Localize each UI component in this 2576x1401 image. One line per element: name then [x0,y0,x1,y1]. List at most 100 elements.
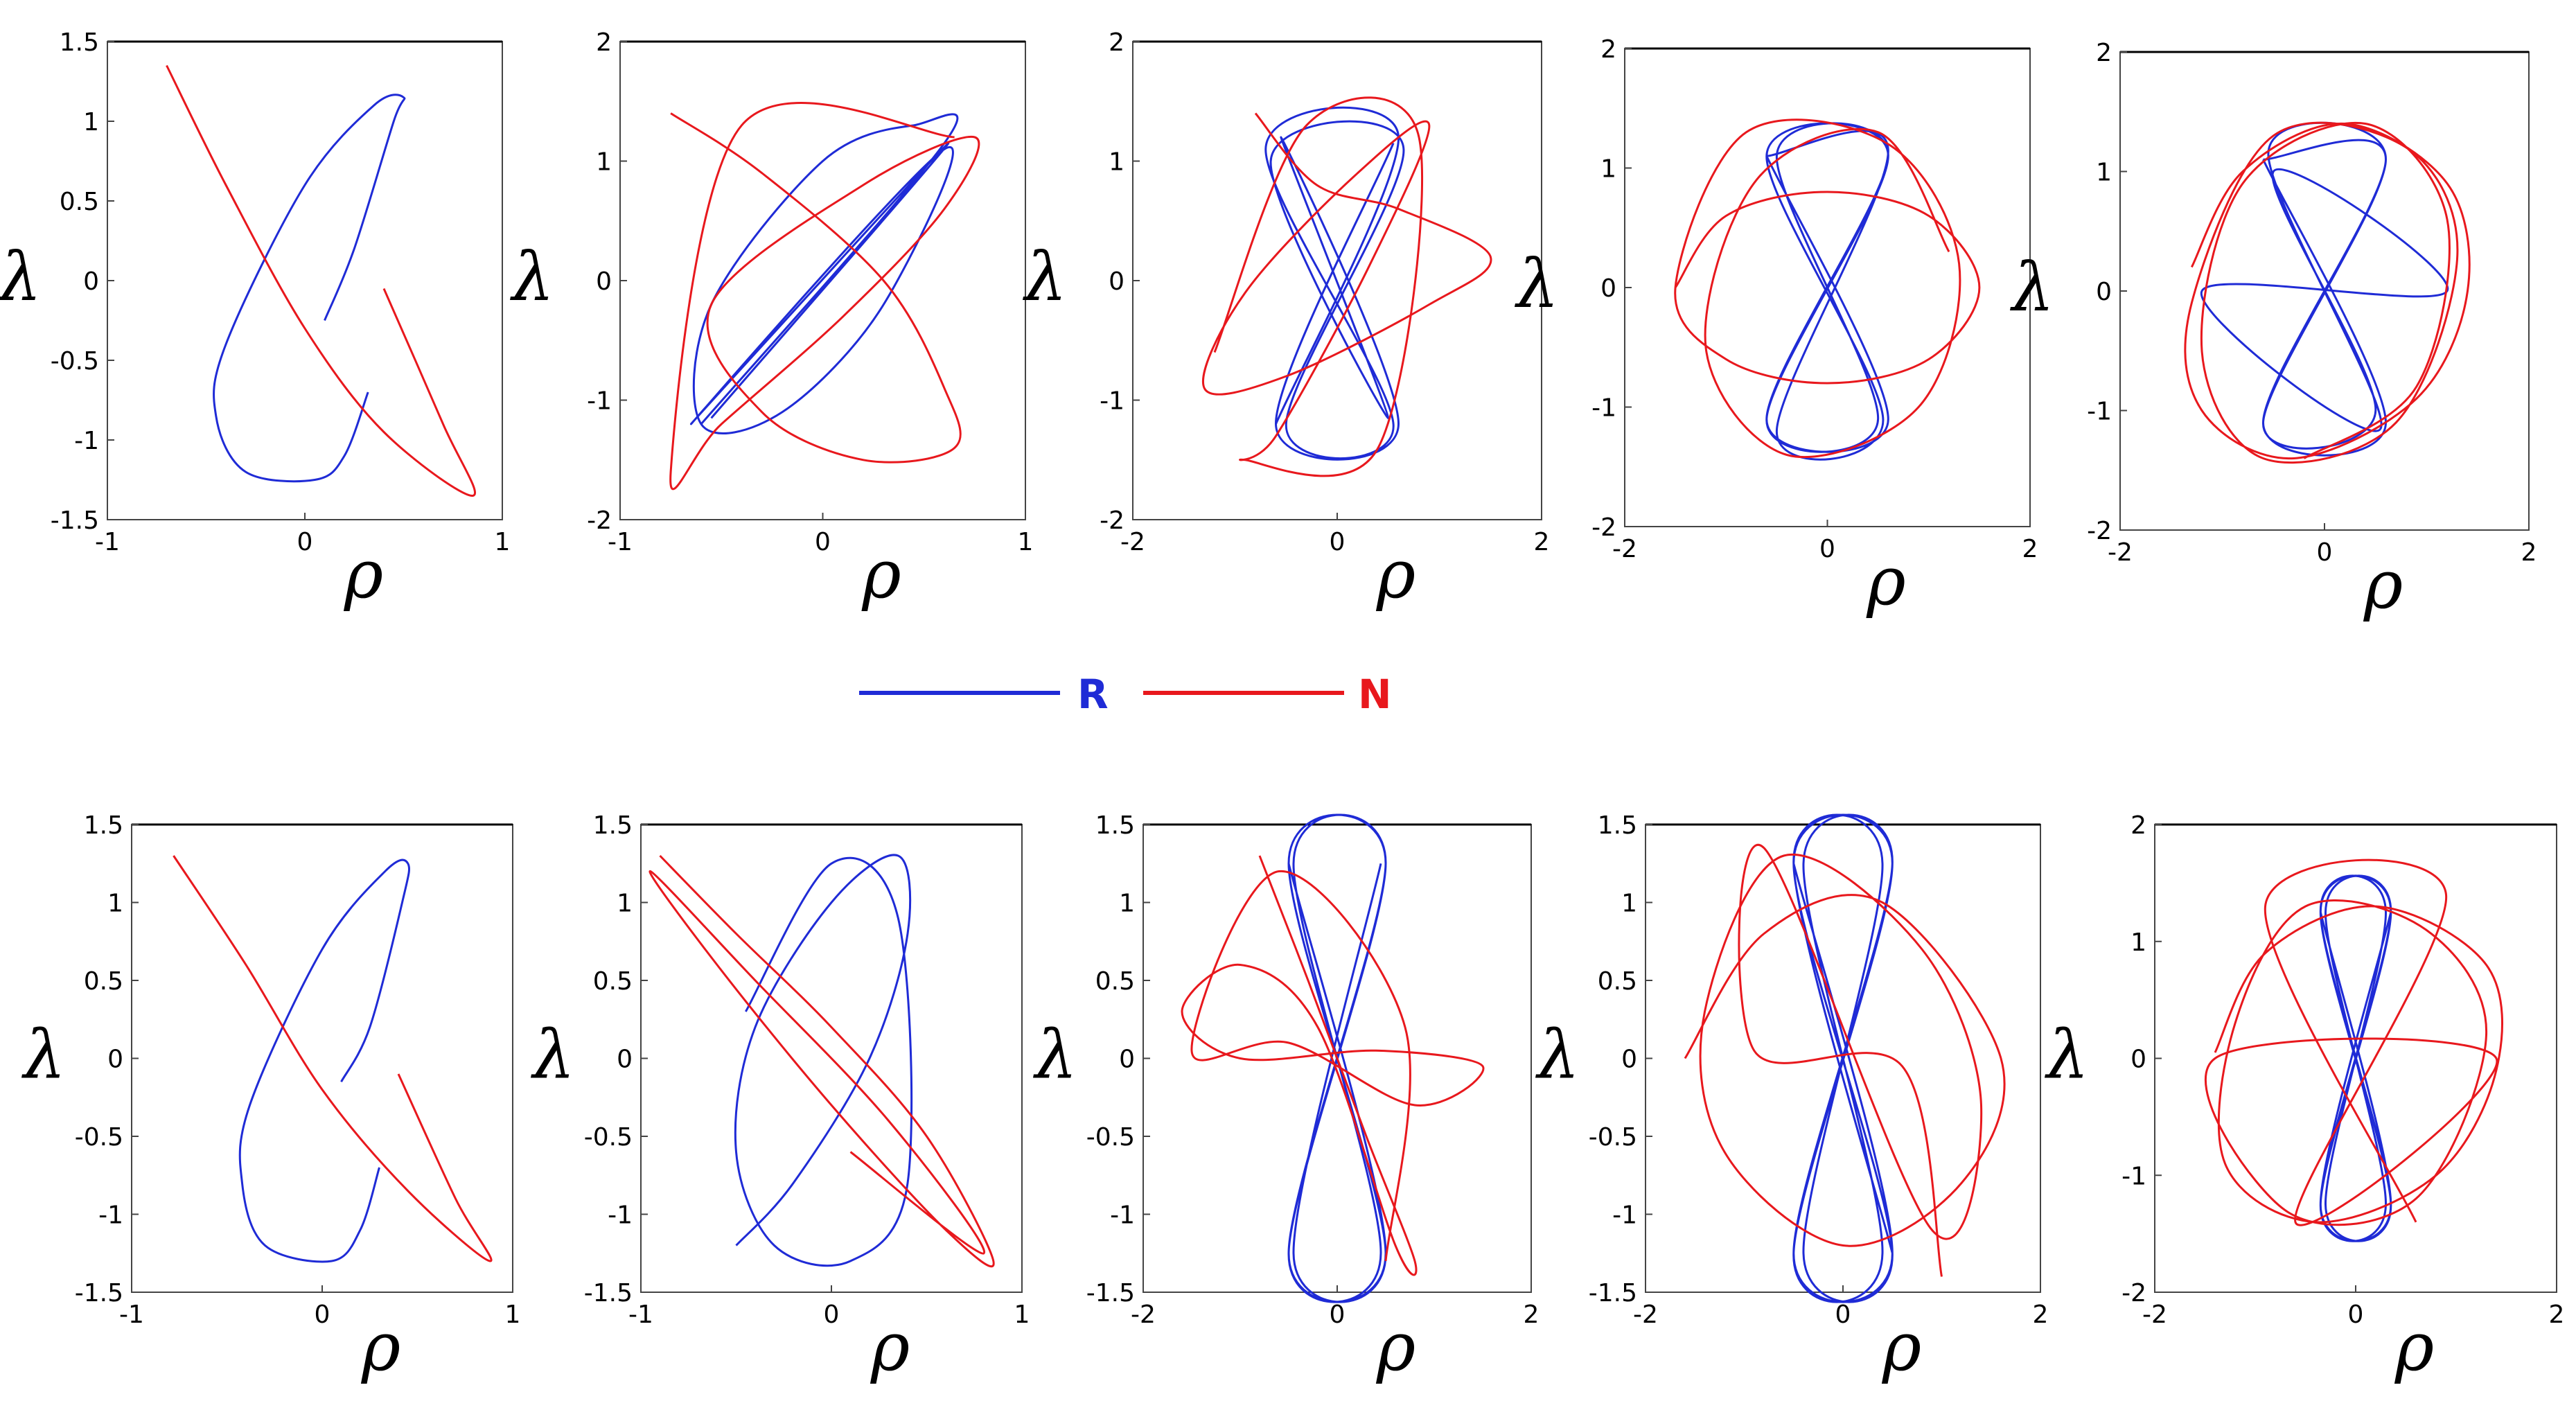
x-axis-label: ρ [870,1308,910,1386]
series-R-curve [238,858,411,1263]
x-axis-label: ρ [1376,1308,1415,1386]
y-tick-label: 0 [1119,1046,1135,1074]
y-axis-label: λ [509,238,554,316]
x-tick-label: -1 [95,528,120,556]
x-axis-label: ρ [861,536,901,613]
y-tick-label: 0 [107,1046,123,1074]
x-tick-label: 2 [2521,538,2537,567]
y-tick-label: -1 [608,1201,633,1230]
y-tick-label: 1.5 [593,811,633,840]
y-tick-label: 2 [1600,35,1616,64]
x-tick-label: -1 [608,528,633,556]
y-tick-label: -2 [1100,506,1124,535]
x-tick-label: 0 [824,1301,840,1329]
panel-top-4: -2 0 2 2 1 0 -1 -2 ρ λ [1514,35,2038,620]
y-tick-label: 0.5 [60,188,99,216]
x-tick-label: 0 [1330,528,1346,556]
x-tick-label: 2 [1534,528,1550,556]
series-N-curve [669,101,980,491]
y-tick-label: 1.5 [1095,811,1135,840]
y-tick-label: -1 [587,387,612,416]
y-tick-label: 0 [596,267,612,296]
x-tick-label: -2 [2142,1301,2167,1329]
y-axis-label: λ [1514,245,1559,323]
y-tick-label: -0.5 [584,1123,633,1152]
y-tick-label: 1 [1621,890,1637,918]
y-tick-label: 1 [83,108,99,136]
y-tick-label: 1 [107,890,123,918]
y-tick-label: -2 [2121,1279,2146,1307]
y-tick-label: -1.5 [51,506,99,535]
x-tick-label: 0 [2348,1301,2364,1329]
y-tick-label: 0 [2131,1046,2146,1074]
x-tick-label: 2 [2033,1301,2049,1329]
x-tick-label: -2 [1612,535,1637,563]
y-axis-label: λ [1022,238,1067,316]
x-tick-label: -2 [1131,1301,1156,1329]
y-tick-label: -0.5 [75,1123,123,1152]
x-tick-label: 1 [495,528,511,556]
x-axis-label: ρ [1866,543,1905,620]
x-tick-label: 0 [815,528,831,556]
y-tick-label: -2 [2087,517,2112,545]
y-tick-label: -1 [98,1201,123,1230]
legend-label-N: N [1358,671,1392,718]
y-tick-label: -1 [1591,394,1616,423]
series-R-curve [1287,813,1387,1303]
panel-top-5: -2 0 2 2 1 0 -1 -2 ρ λ [2009,39,2537,624]
series-N-curve [1674,118,1981,459]
series-R-curve [734,854,913,1267]
series-N-curve [2205,858,2503,1226]
series-N-curve [2184,121,2471,464]
x-tick-label: -2 [2108,538,2133,567]
x-tick-label: 0 [1330,1301,1346,1329]
y-tick-label: 1 [596,148,612,177]
y-axis-label: λ [2044,1016,2089,1094]
y-tick-label: 0.5 [1598,967,1637,996]
y-tick-label: 0.5 [84,967,123,996]
x-tick-label: 2 [2549,1301,2565,1329]
y-axis-label: λ [530,1016,575,1094]
y-tick-label: -1 [1110,1201,1135,1230]
y-axis-label: λ [1032,1016,1077,1094]
y-tick-label: -1.5 [75,1279,123,1307]
x-tick-label: 2 [2022,535,2038,563]
y-axis-label: λ [21,1016,66,1094]
series-R-curve [1264,106,1405,461]
x-tick-label: 1 [505,1301,521,1329]
y-axis-label: λ [0,238,42,316]
y-tick-label: 0 [1621,1046,1637,1074]
y-axis-label: λ [1535,1016,1580,1094]
y-tick-label: 2 [596,28,612,57]
series-R-curve [213,94,406,483]
y-tick-label: 0 [1109,267,1124,296]
y-tick-label: -2 [1591,513,1616,542]
series-R-curve [1792,813,1894,1303]
series-R-curve [2319,874,2392,1242]
x-tick-label: -1 [628,1301,653,1329]
x-tick-label: 0 [297,528,313,556]
y-tick-label: -0.5 [51,347,99,376]
y-tick-label: 1.5 [1598,811,1637,840]
x-axis-label: ρ [1882,1308,1921,1386]
series-N-curve [166,64,477,497]
x-tick-label: -1 [119,1301,144,1329]
y-tick-label: -1.5 [1086,1279,1135,1307]
x-tick-label: 2 [1524,1301,1540,1329]
y-tick-label: 1 [1119,890,1135,918]
y-tick-label: -1.5 [1589,1279,1637,1307]
y-tick-label: 0 [2096,278,2112,306]
series-R-curve [2200,121,2449,457]
panel-bottom-4: -2 0 2 1.5 1 0.5 0 -0.5 -1 -1.5 ρ λ [1535,811,2048,1386]
plot-frame [107,41,503,520]
panel-bottom-2: -1 0 11.510.50-0.5-1-1.5ρλ [530,811,1030,1386]
x-tick-label: 1 [1018,528,1034,556]
y-tick-label: -0.5 [1086,1123,1135,1152]
y-axis-label: λ [2009,249,2054,326]
series-R-curve [689,113,959,434]
y-tick-label: -1.5 [584,1279,633,1307]
x-axis-label: ρ [344,536,383,613]
